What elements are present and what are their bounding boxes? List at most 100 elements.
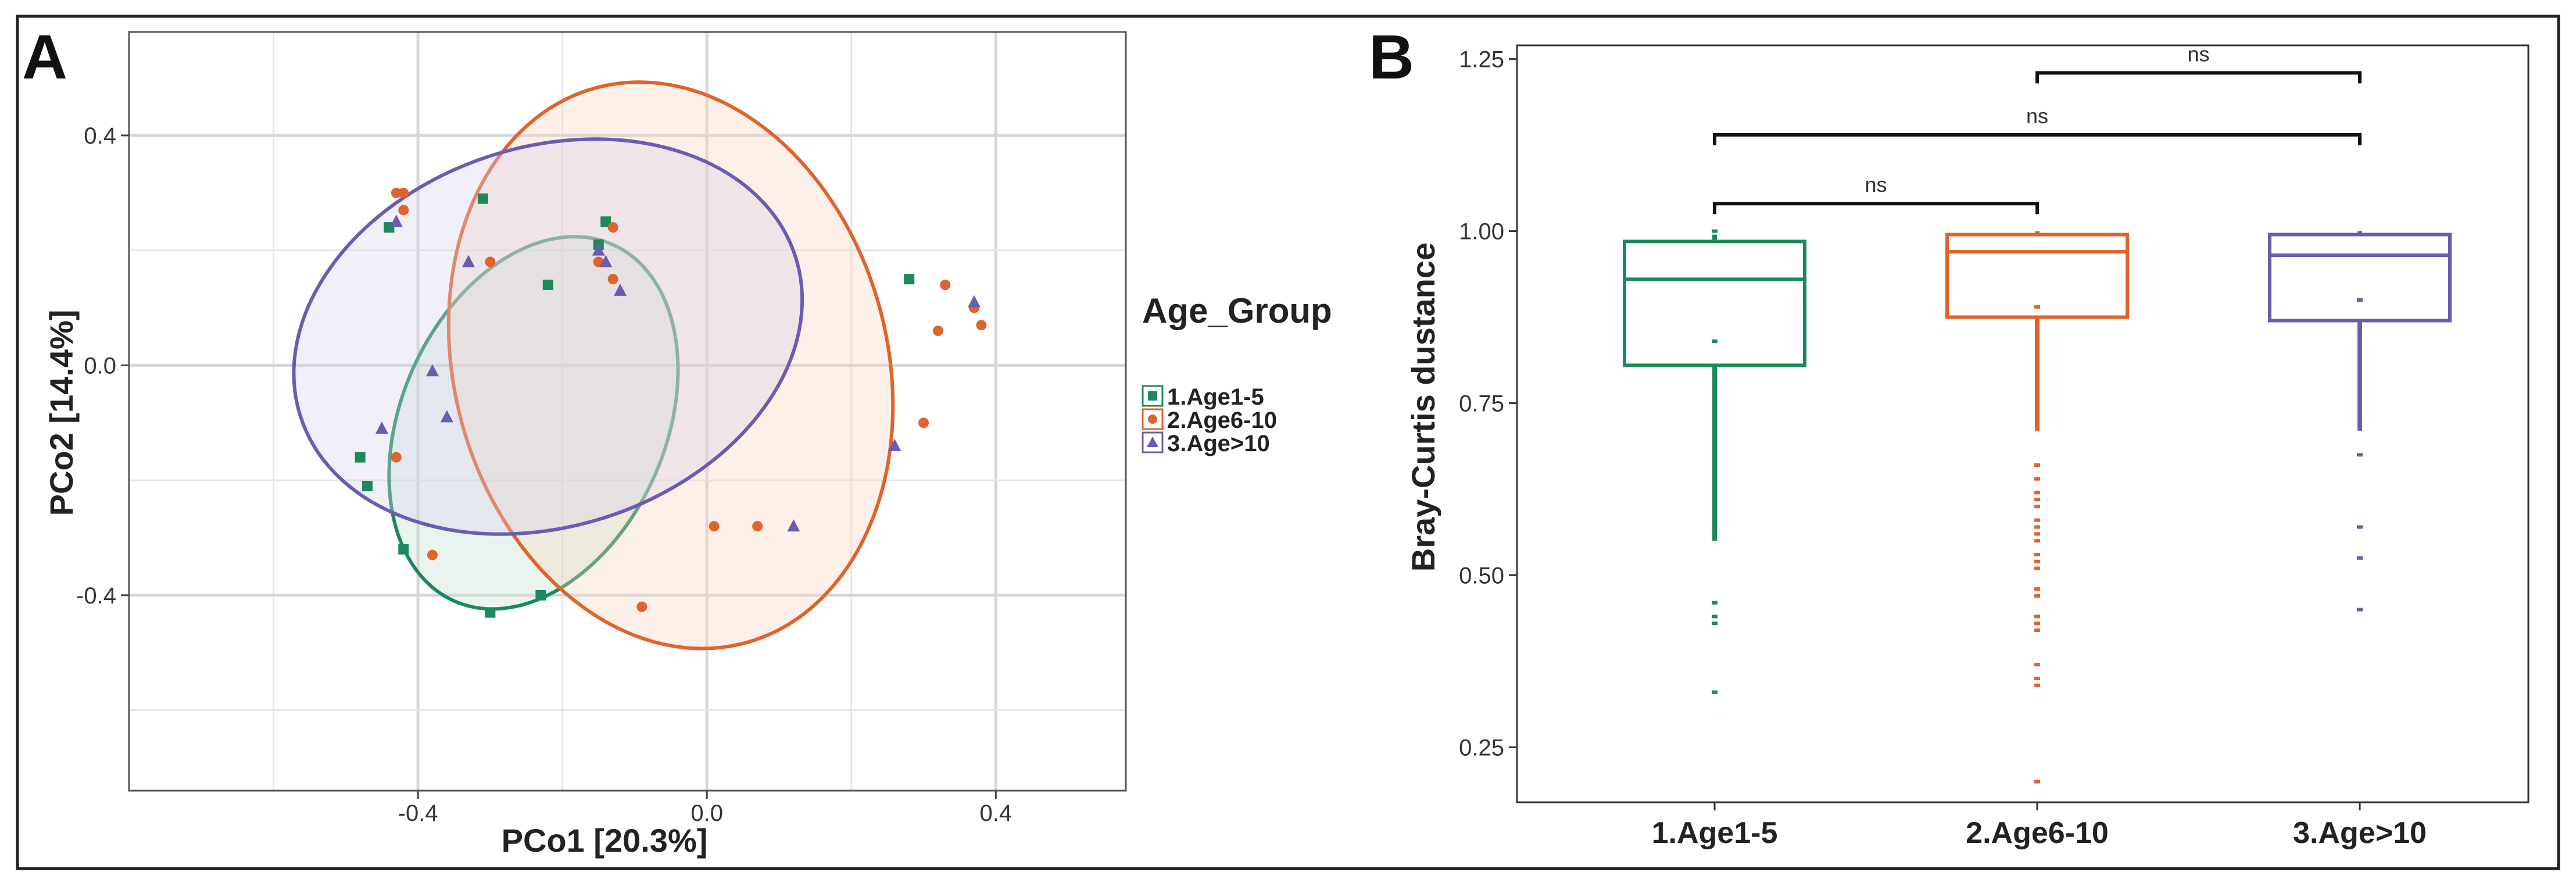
x-tick-label: 0.0: [690, 801, 723, 826]
outlier-point: [1712, 690, 1718, 694]
point-1.Age1-5: [485, 607, 496, 618]
outlier-point: [2034, 477, 2040, 481]
point-2.Age6-10: [940, 280, 951, 290]
point-2.Age6-10: [607, 222, 618, 233]
boxplot-x-ticks: 1.Age1-5 2.Age6-10 3.Age>10: [1652, 802, 2427, 850]
outlier-point: [2357, 556, 2363, 560]
outlier-point: [2034, 518, 2040, 522]
point-2.Age6-10: [398, 205, 409, 216]
outlier-point: [1712, 621, 1718, 626]
pcoa-plot-frame: [128, 31, 1127, 792]
point-2.Age6-10: [752, 521, 763, 532]
boxplot-plot-background: [1517, 45, 2528, 802]
pcoa-panel: A -0.4 0.0 0.4 -0.4 0.0 0.4 PCo1 [20.3%] PCo…: [22, 22, 1332, 859]
significance-label: ns: [1865, 173, 1887, 197]
point-1.Age1-5: [600, 216, 611, 227]
outlier-point: [2034, 505, 2040, 509]
significance-label: ns: [2026, 104, 2048, 128]
box-groups: [1623, 229, 2452, 784]
pcoa-points: [355, 187, 987, 618]
outlier-point: [2034, 621, 2040, 626]
outlier-point: [2034, 615, 2040, 619]
outlier-point: [2357, 608, 2363, 612]
pcoa-y-axis-label: PCo2 [14.4%]: [43, 310, 80, 516]
outlier-point: [2034, 498, 2040, 502]
point-1.Age1-5: [477, 193, 488, 204]
outlier-point: [2034, 532, 2040, 536]
x-tick-label: -0.4: [398, 801, 438, 826]
outlier-point: [2357, 525, 2363, 529]
y-tick-label: 0.4: [84, 123, 116, 149]
point-3.Age>10: [968, 295, 981, 308]
y-tick-label: 0.50: [1459, 563, 1504, 588]
pcoa-x-ticks: -0.4 0.0 0.4: [398, 791, 1012, 826]
point-3.Age>10: [462, 255, 475, 267]
legend-marker-circle: [1148, 415, 1157, 424]
boxplot-y-ticks: 0.25 0.50 0.75 1.00 1.25: [1459, 47, 1517, 760]
point-1.Age1-5: [362, 481, 373, 492]
outlier-point: [2034, 594, 2040, 598]
box-body: [2268, 233, 2452, 323]
panel-b-label: B: [1369, 22, 1414, 92]
outlier-point: [2357, 298, 2363, 302]
point-1.Age1-5: [542, 280, 553, 290]
significance-bracket: [1713, 202, 2039, 215]
point-2.Age6-10: [709, 521, 720, 532]
outlier-point: [2034, 559, 2040, 563]
outlier-point: [2034, 539, 2040, 543]
point-2.Age6-10: [398, 187, 409, 198]
box-body: [1623, 240, 1806, 367]
legend-marker-square: [1148, 391, 1157, 401]
outlier-point: [2034, 525, 2040, 529]
point-3.Age>10: [599, 255, 613, 267]
outlier-point: [2034, 305, 2040, 309]
outlier-point: [2034, 491, 2040, 495]
legend-label: 3.Age>10: [1167, 431, 1270, 456]
point-2.Age6-10: [427, 549, 438, 560]
outlier-point: [2034, 676, 2040, 680]
legend-title: Age_Group: [1142, 291, 1332, 330]
legend-label: 1.Age1-5: [1167, 384, 1264, 410]
ellipse-3.Age>10: [292, 137, 804, 536]
point-2.Age6-10: [918, 417, 929, 428]
significance-bracket: [2035, 71, 2362, 84]
pcoa-y-ticks: -0.4 0.0 0.4: [76, 123, 129, 609]
significance-bracket: [1713, 133, 2362, 145]
point-1.Age1-5: [355, 452, 366, 463]
pcoa-grid: [129, 32, 1126, 791]
point-2.Age6-10: [636, 601, 647, 612]
box-body: [1945, 233, 2129, 319]
point-3.Age>10: [440, 410, 453, 423]
point-2.Age6-10: [391, 187, 402, 198]
legend-label: 2.Age6-10: [1167, 408, 1277, 433]
y-tick-label: 1.00: [1459, 219, 1504, 245]
point-3.Age>10: [389, 215, 403, 227]
box-2.Age6-10: [1945, 231, 2129, 784]
point-1.Age1-5: [904, 274, 915, 285]
boxplot-plot-frame: [1516, 44, 2530, 803]
point-2.Age6-10: [391, 452, 402, 463]
outlier-point: [1712, 339, 1718, 343]
point-2.Age6-10: [607, 274, 618, 285]
y-tick-label: 0.0: [84, 353, 116, 378]
outlier-point: [2034, 780, 2040, 784]
y-tick-label: 0.75: [1459, 391, 1504, 416]
point-3.Age>10: [888, 438, 901, 451]
point-3.Age>10: [592, 243, 605, 256]
legend-key-3.Age>10: [1142, 431, 1164, 453]
x-tick-label: 0.4: [979, 801, 1012, 826]
point-3.Age>10: [787, 519, 800, 532]
point-1.Age1-5: [398, 544, 409, 555]
legend-marker-triangle: [1147, 437, 1158, 447]
outlier-point: [2034, 552, 2040, 556]
point-3.Age>10: [375, 421, 388, 434]
outlier-point: [1712, 601, 1718, 605]
outlier-point: [2034, 587, 2040, 591]
pcoa-plot-background: [129, 32, 1126, 791]
box-1.Age1-5: [1623, 229, 1806, 694]
boxplot-y-axis-label: Bray-Curtis dustance: [1405, 242, 1441, 571]
outlier-point: [2034, 683, 2040, 687]
